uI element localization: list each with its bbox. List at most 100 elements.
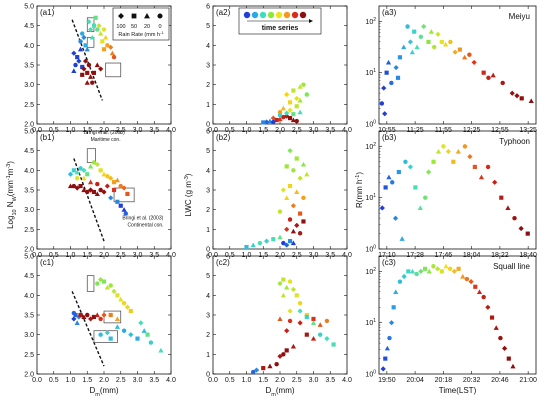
plot-frame — [378, 255, 537, 375]
data-point — [297, 300, 303, 306]
data-point — [426, 268, 432, 274]
data-point — [291, 88, 296, 93]
data-point — [294, 189, 300, 195]
data-point — [108, 175, 114, 181]
data-points — [244, 148, 310, 250]
data-point — [81, 66, 87, 72]
data-point — [111, 288, 117, 294]
data-point — [80, 31, 85, 36]
data-point — [114, 324, 120, 329]
data-point — [414, 44, 420, 50]
y-tick-label: 3.0 — [24, 207, 34, 214]
y-tick-label: 102 — [365, 267, 376, 276]
x-tick-label: 17:28 — [406, 252, 424, 259]
y-tick-label: 6 — [206, 254, 210, 261]
legend-marker — [118, 13, 124, 19]
data-point — [73, 62, 78, 68]
data-point — [98, 277, 104, 283]
data-point — [141, 328, 147, 333]
data-point — [294, 293, 299, 298]
data-point — [414, 271, 419, 277]
data-point — [457, 47, 462, 52]
data-point — [71, 310, 77, 316]
y-tick-label: 2.0 — [24, 372, 34, 379]
data-point — [115, 199, 120, 204]
data-point — [505, 205, 511, 211]
data-point — [492, 179, 498, 185]
data-point — [277, 112, 283, 118]
data-point — [281, 352, 286, 357]
legend-box — [112, 7, 170, 41]
data-point — [331, 342, 336, 347]
data-point — [447, 266, 453, 272]
data-point — [121, 207, 127, 212]
y-tick-label: 2.5 — [24, 102, 34, 109]
data-point — [489, 315, 495, 320]
data-point — [519, 96, 524, 101]
data-point — [148, 340, 154, 345]
plot-frame — [378, 130, 537, 250]
x-tick-label: 0.5 — [225, 252, 235, 259]
data-point — [502, 345, 508, 351]
y-tick-label: 100 — [365, 120, 376, 129]
x-tick-label: 4.0 — [166, 252, 176, 259]
data-point — [287, 116, 293, 121]
legend-marker — [131, 13, 137, 19]
x-tick-label: 12:55 — [491, 127, 509, 134]
data-point — [386, 174, 392, 180]
data-point — [277, 316, 283, 322]
y-tick-label: 2 — [206, 332, 210, 339]
legend-arrowhead — [309, 19, 313, 23]
data-point — [297, 84, 303, 89]
data-point — [125, 191, 130, 197]
y-tick-label: 101 — [365, 68, 376, 77]
data-point — [441, 144, 446, 149]
y-tick-label: 4.0 — [24, 293, 34, 300]
data-point — [280, 105, 286, 111]
data-point — [388, 320, 395, 326]
data-point — [428, 29, 434, 34]
panel-label: (c3) — [382, 258, 396, 267]
y-tick-label: 2.0 — [24, 122, 34, 129]
data-point — [118, 296, 124, 302]
y-tick-label: 100 — [365, 370, 376, 379]
data-point — [413, 185, 418, 190]
x-tick-label: 1.0 — [66, 127, 76, 134]
data-point — [287, 217, 293, 222]
data-point — [383, 185, 388, 190]
data-point — [94, 191, 100, 197]
data-point — [108, 44, 114, 50]
x-tick-label: 11:25 — [407, 127, 424, 134]
panel-c2: 0.0 0.5 1.0 1.5 2.0 2.5 3.0 3.5 4.0 0 1 2 3 4 5 6 (c2) Dm… — [206, 254, 352, 399]
data-point — [95, 181, 100, 187]
y-tick-label: 101 — [365, 193, 376, 202]
panels: 0.0 0.5 1.0 1.5 2.0 2.5 3.0 3.5 4.0 2.0 2.5 3.0 3.5 4… — [24, 4, 537, 399]
x-tick-label: 17:46 — [435, 252, 453, 259]
panel-c1: 0.0 0.5 1.0 1.5 2.0 2.5 3.0 3.5 4.0 2.0 2.5 3.0 3.5 4… — [24, 254, 176, 399]
data-point — [85, 172, 90, 177]
panel-a1: 0.0 0.5 1.0 1.5 2.0 2.5 3.0 3.5 4.0 2.0 2.5 3.0 3.5 4… — [24, 4, 176, 135]
x-tick-label: 3.5 — [149, 377, 159, 384]
data-point — [294, 156, 299, 161]
data-point — [291, 168, 296, 173]
data-point — [84, 46, 90, 52]
data-point — [435, 148, 442, 154]
data-point — [297, 97, 303, 103]
x-tick-label: 0.0 — [32, 377, 42, 384]
data-point — [264, 119, 270, 125]
data-point — [280, 187, 286, 193]
data-point — [304, 171, 310, 177]
data-point — [506, 356, 511, 361]
data-points — [67, 160, 130, 216]
data-point — [390, 180, 395, 185]
data-point — [290, 343, 296, 349]
data-point — [95, 281, 100, 286]
panel-label: (c1) — [40, 258, 54, 267]
x-tick-label: 3.5 — [325, 377, 335, 384]
y-tick-label: 4.0 — [24, 168, 34, 175]
data-point — [81, 314, 87, 320]
data-point — [274, 117, 279, 123]
y-tick-label: 0 — [206, 247, 210, 254]
legend-title: Rain Rate (mm h-1 — [118, 30, 164, 39]
